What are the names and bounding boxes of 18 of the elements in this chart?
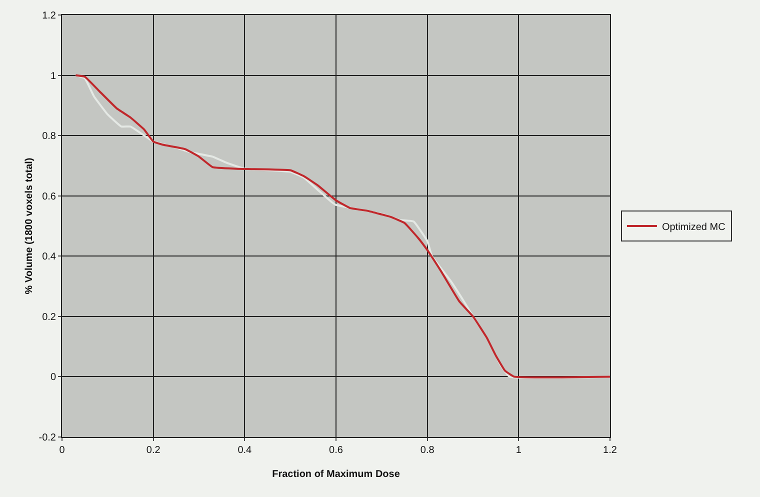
x-axis-title: Fraction of Maximum Dose (272, 469, 400, 480)
y-tick-label: 0.2 (42, 312, 56, 323)
legend-label: Optimized MC (662, 222, 726, 233)
x-tick-label: 0.2 (146, 445, 161, 456)
x-tick-label: 1.2 (603, 445, 618, 456)
y-tick-label: 0 (50, 372, 56, 384)
y-axis-title: % Volume (1800 voxels total) (24, 158, 35, 294)
x-tick-label: 0.4 (238, 445, 252, 456)
y-tick-label: -0.2 (38, 432, 56, 444)
x-tick-label: 1 (516, 445, 522, 456)
y-tick-label: 0.8 (42, 131, 56, 142)
x-tick-label: 0.6 (329, 445, 344, 456)
x-tick-label: 0.8 (420, 445, 435, 456)
y-tick-label: 1 (50, 70, 56, 82)
y-tick-label: 0.6 (42, 191, 56, 202)
y-tick-label: 1.2 (42, 10, 56, 22)
x-tick-label: 0 (59, 445, 66, 456)
y-tick-label: 0.4 (42, 252, 56, 263)
